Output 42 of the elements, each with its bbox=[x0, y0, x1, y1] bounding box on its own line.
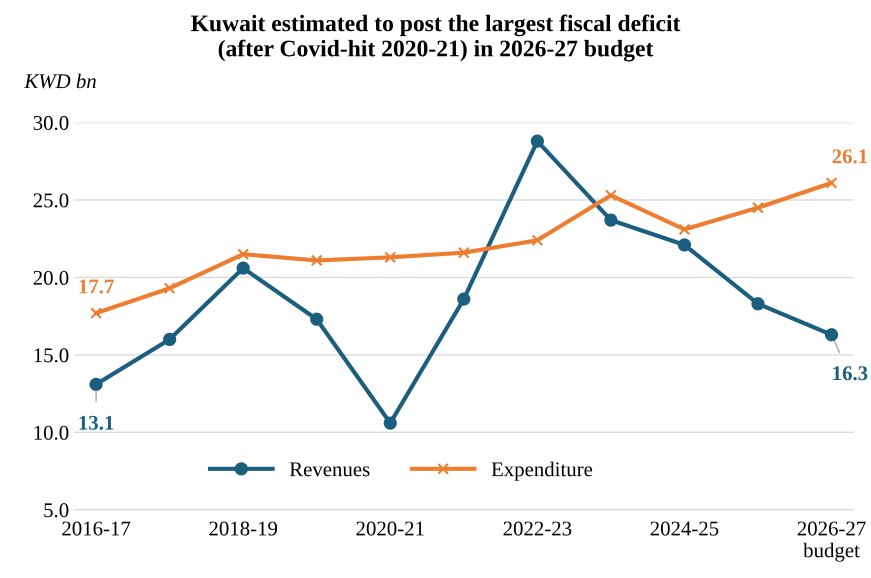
legend-label: Revenues bbox=[290, 462, 370, 476]
point bbox=[457, 292, 470, 306]
point bbox=[604, 214, 618, 227]
chart-title: Kuwait estimated to post the largest fiscal deficit (after Covid-hit 2020-21) in 2026-27 budget bbox=[190, 14, 680, 62]
point bbox=[384, 251, 396, 264]
point bbox=[89, 378, 103, 391]
point bbox=[826, 177, 838, 189]
x-tick-label: 2024-25 bbox=[650, 522, 718, 536]
x-tick-label: 2020-21 bbox=[356, 522, 424, 536]
point bbox=[530, 134, 544, 148]
point bbox=[458, 246, 470, 259]
point bbox=[678, 224, 690, 236]
x-tick-label: 2022-23 bbox=[504, 522, 572, 536]
point bbox=[310, 254, 323, 266]
point bbox=[678, 238, 692, 252]
data-label: 13.1 bbox=[80, 416, 114, 430]
y-tick-label: 10.0 bbox=[34, 426, 68, 440]
y-tick-label: 5.0 bbox=[44, 503, 68, 518]
point bbox=[751, 297, 765, 310]
data-label: 17.7 bbox=[80, 280, 114, 294]
point bbox=[163, 332, 176, 346]
point bbox=[384, 416, 397, 430]
data-label: 16.3 bbox=[833, 366, 868, 380]
point bbox=[164, 282, 176, 294]
point bbox=[237, 248, 250, 260]
data-label: 26.1 bbox=[832, 149, 868, 164]
y-axis-title: KWD bn bbox=[24, 74, 96, 88]
point bbox=[90, 307, 102, 319]
point bbox=[236, 262, 250, 275]
y-tick-label: 20.0 bbox=[34, 270, 68, 285]
point bbox=[531, 234, 544, 246]
y-tick-label: 30.0 bbox=[34, 116, 68, 130]
x-tick-label: 2018-19 bbox=[209, 522, 278, 536]
point bbox=[752, 202, 764, 214]
point bbox=[310, 312, 324, 326]
legend-label: Expenditure bbox=[492, 462, 592, 481]
point bbox=[824, 328, 838, 342]
y-tick-label: 25.0 bbox=[34, 193, 68, 208]
point bbox=[604, 189, 617, 202]
x-tick-label: 2026-27 budget bbox=[798, 522, 866, 562]
y-tick-label: 15.0 bbox=[34, 348, 68, 362]
x-tick-label: 2016-17 bbox=[62, 522, 130, 536]
